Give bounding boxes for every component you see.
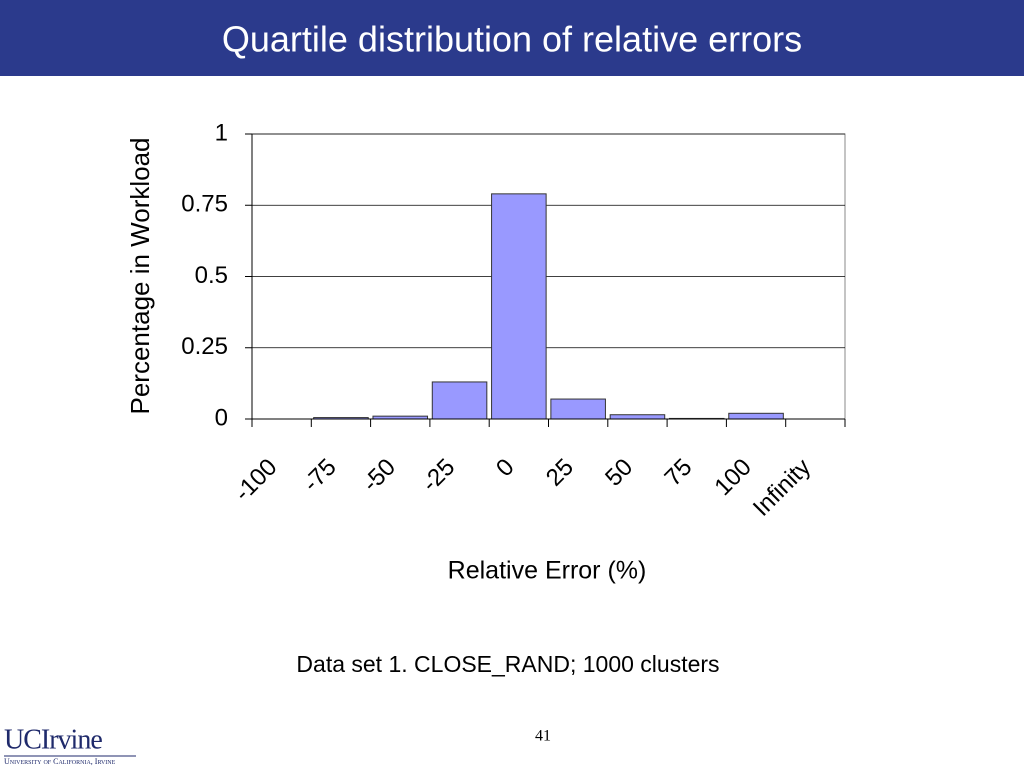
logo-subtitle: University of California, Irvine [4,757,116,766]
logo: UCIrvine [4,724,102,755]
y-tick-label: 1 [215,119,228,146]
y-axis-label: Percentage in Workload [125,137,155,414]
y-tick-label: 0.25 [181,333,228,360]
x-tick-label: -50 [357,454,401,498]
caption: Data set 1. CLOSE_RAND; 1000 clusters [296,651,719,677]
y-tick-label: 0.75 [181,191,228,218]
x-tick-label: 25 [541,454,579,492]
bar [550,398,606,420]
y-tick-label: 0.5 [195,262,228,289]
title-banner [0,0,1024,76]
x-axis-label: Relative Error (%) [448,557,647,585]
x-tick-label: 50 [600,454,638,492]
page-number: 41 [535,728,551,745]
x-tick-label: -25 [417,454,461,498]
bar [609,414,666,420]
y-tick-label: 0 [215,404,228,431]
x-tick-label: -100 [229,454,282,507]
x-tick-label: -75 [298,454,342,498]
x-tick-label: 75 [660,454,698,492]
bar [431,381,488,420]
bar [491,193,547,420]
chart-title: Quartile distribution of relative errors [222,19,802,60]
x-tick-label: Infinity [748,454,816,522]
x-tick-label: 100 [709,454,756,501]
bar [728,412,784,420]
x-tick-label: 0 [491,454,520,483]
